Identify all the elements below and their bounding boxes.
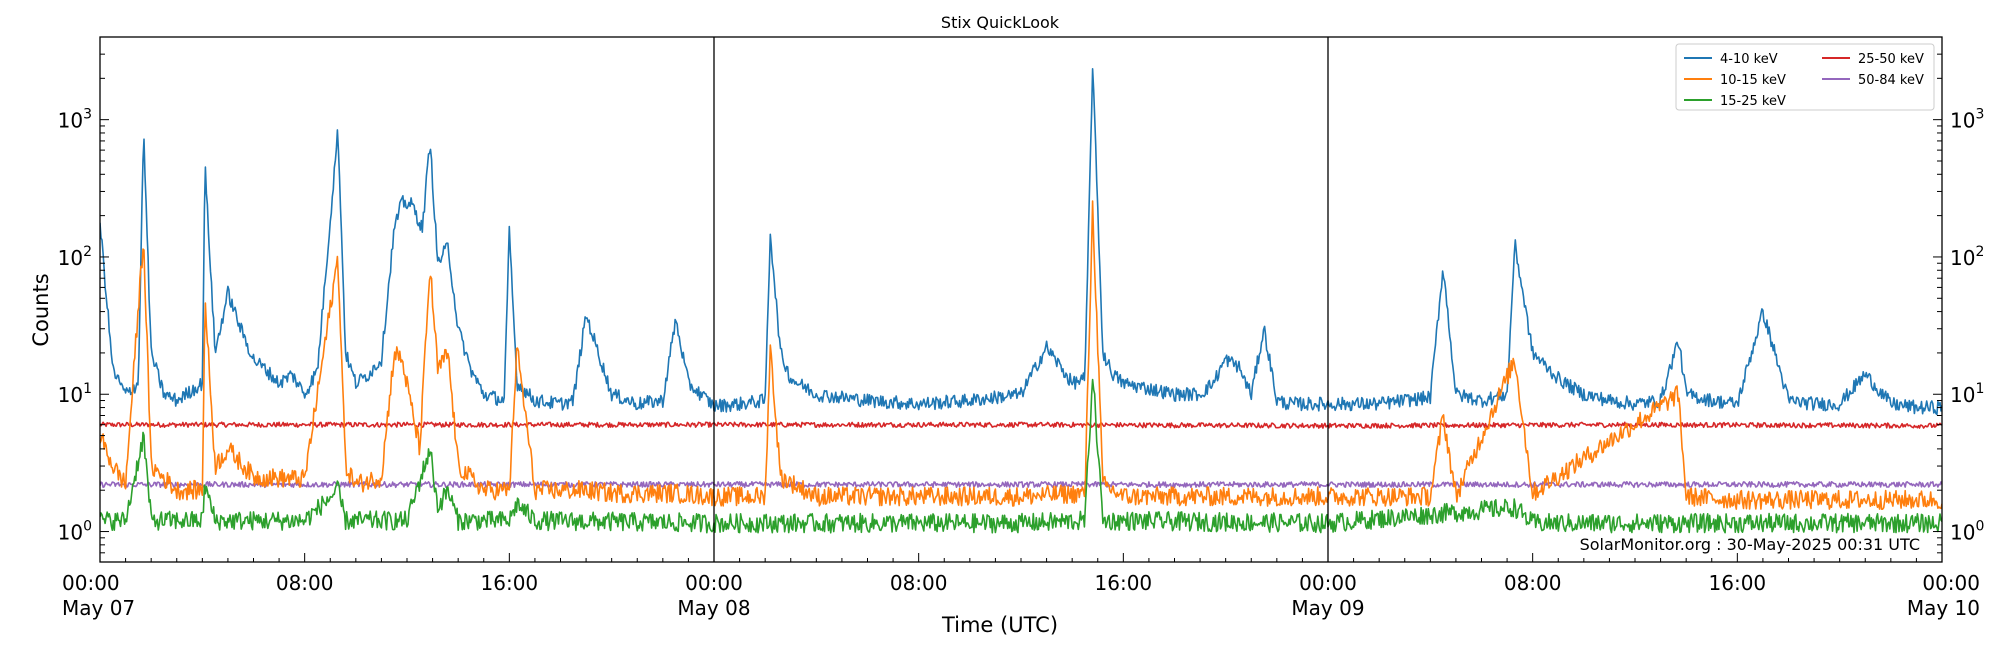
y-tick-label: 102 (58, 244, 92, 270)
series-line-25-50-kev (100, 421, 1942, 429)
y-axis: 100 100 101 101 102 102 103 103 (58, 36, 1984, 563)
x-tick-label: 16:00 (1709, 571, 1767, 595)
y-tick-label-right: 101 (1950, 381, 1984, 407)
x-tick-label: 08:00 (890, 571, 948, 595)
y-tick-label-right: 100 (1950, 519, 1984, 545)
series-line-4-10-kev (100, 68, 1942, 416)
x-tick-date-label: May 07 (62, 596, 135, 620)
series-line-50-84-kev (100, 480, 1942, 489)
legend-label-4-10-kev: 4-10 keV (1720, 52, 1778, 67)
x-axis-label: Time (UTC) (941, 613, 1058, 637)
chart-title: Stix QuickLook (941, 13, 1060, 32)
y-tick-label: 100 (58, 519, 92, 545)
x-tick-label: 08:00 (1504, 571, 1562, 595)
legend-label-15-25-kev: 15-25 keV (1720, 94, 1786, 109)
x-tick-date-label: May 09 (1291, 596, 1364, 620)
x-tick-label: 16:00 (481, 571, 539, 595)
annotation-text: SolarMonitor.org : 30-May-2025 00:31 UTC (1580, 535, 1920, 554)
series-line-10-15-kev (100, 200, 1942, 511)
x-tick-label: 08:00 (276, 571, 334, 595)
y-tick-label: 103 (58, 107, 92, 133)
series-line-15-25-kev (100, 378, 1942, 534)
legend-label-50-84-kev: 50-84 keV (1858, 73, 1924, 88)
x-tick-date-label: May 08 (677, 596, 750, 620)
legend-label-10-15-kev: 10-15 keV (1720, 73, 1786, 88)
x-tick-label: 00:00 (62, 571, 120, 595)
legend-label-25-50-kev: 25-50 keV (1858, 52, 1924, 67)
y-tick-label: 101 (58, 381, 92, 407)
x-tick-label: 00:00 (1922, 571, 1980, 595)
x-tick-date-label: May 10 (1907, 596, 1980, 620)
x-tick-label: 16:00 (1095, 571, 1153, 595)
x-tick-label: 00:00 (1299, 571, 1357, 595)
y-tick-label-right: 103 (1950, 107, 1984, 133)
legend: 4-10 keV 10-15 keV 15-25 keV 25-50 keV 50-84… (1675, 43, 1935, 111)
y-tick-label-right: 102 (1950, 244, 1984, 270)
legend-box (1675, 43, 1935, 111)
series-layer (100, 68, 1942, 534)
y-axis-label: Counts (29, 273, 53, 346)
day-boundaries (713, 37, 1329, 562)
x-tick-label: 00:00 (685, 571, 743, 595)
